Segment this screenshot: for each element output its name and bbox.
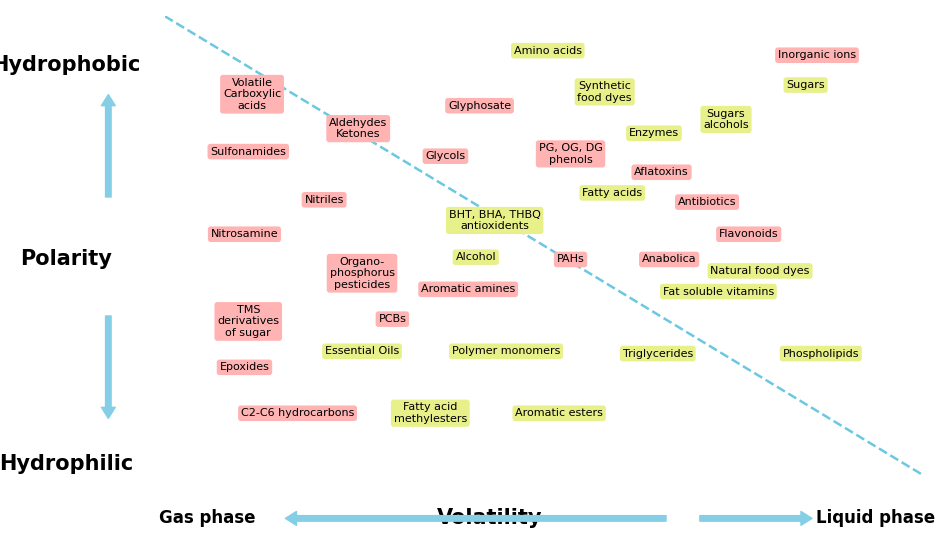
Text: Phospholipids: Phospholipids — [783, 348, 859, 359]
Text: Hydrophilic: Hydrophilic — [0, 454, 133, 475]
Text: Nitriles: Nitriles — [304, 195, 344, 205]
Text: Nitrosamine: Nitrosamine — [211, 229, 278, 239]
Text: Enzymes: Enzymes — [629, 128, 679, 138]
Text: Aromatic amines: Aromatic amines — [421, 284, 515, 294]
Text: Fatty acids: Fatty acids — [582, 188, 642, 198]
Text: Sugars: Sugars — [787, 80, 825, 90]
Text: Triglycerides: Triglycerides — [623, 348, 693, 359]
Text: Inorganic ions: Inorganic ions — [778, 50, 856, 60]
Text: Antibiotics: Antibiotics — [678, 197, 737, 207]
Text: Fat soluble vitamins: Fat soluble vitamins — [663, 287, 774, 296]
Text: Polymer monomers: Polymer monomers — [452, 346, 560, 356]
Text: C2-C6 hydrocarbons: C2-C6 hydrocarbons — [241, 408, 354, 418]
Text: PG, OG, DG
phenols: PG, OG, DG phenols — [539, 143, 603, 165]
Text: Organo-
phosphorus
pesticides: Organo- phosphorus pesticides — [330, 256, 395, 290]
Text: Alcohol: Alcohol — [455, 252, 496, 262]
Text: Sugars
alcohols: Sugars alcohols — [703, 109, 749, 130]
Text: Glyphosate: Glyphosate — [448, 100, 512, 111]
Text: Liquid phase: Liquid phase — [817, 509, 935, 528]
Text: Polarity: Polarity — [20, 249, 112, 269]
Text: Epoxides: Epoxides — [219, 362, 269, 373]
Text: Aflatoxins: Aflatoxins — [634, 167, 689, 177]
Text: Volatility: Volatility — [437, 508, 543, 529]
Text: PAHs: PAHs — [557, 254, 584, 265]
Text: Synthetic
food dyes: Synthetic food dyes — [577, 81, 632, 103]
Text: Anabolica: Anabolica — [642, 254, 696, 265]
Text: PCBs: PCBs — [379, 314, 406, 324]
Text: TMS
derivatives
of sugar: TMS derivatives of sugar — [218, 305, 279, 338]
Text: Glycols: Glycols — [426, 151, 465, 161]
Text: Hydrophobic: Hydrophobic — [0, 55, 140, 75]
Text: Volatile
Carboxylic
acids: Volatile Carboxylic acids — [223, 78, 281, 111]
Text: Flavonoids: Flavonoids — [719, 229, 778, 239]
Text: Aldehydes
Ketones: Aldehydes Ketones — [329, 118, 387, 139]
Text: Essential Oils: Essential Oils — [325, 346, 399, 356]
Text: Natural food dyes: Natural food dyes — [710, 266, 810, 276]
Text: BHT, BHA, THBQ
antioxidents: BHT, BHA, THBQ antioxidents — [448, 210, 541, 231]
Text: Fatty acid
methylesters: Fatty acid methylesters — [394, 402, 467, 424]
Text: Aromatic esters: Aromatic esters — [515, 408, 603, 418]
Text: Gas phase: Gas phase — [159, 509, 255, 528]
Text: Amino acids: Amino acids — [513, 45, 582, 56]
Text: Sulfonamides: Sulfonamides — [210, 146, 286, 157]
